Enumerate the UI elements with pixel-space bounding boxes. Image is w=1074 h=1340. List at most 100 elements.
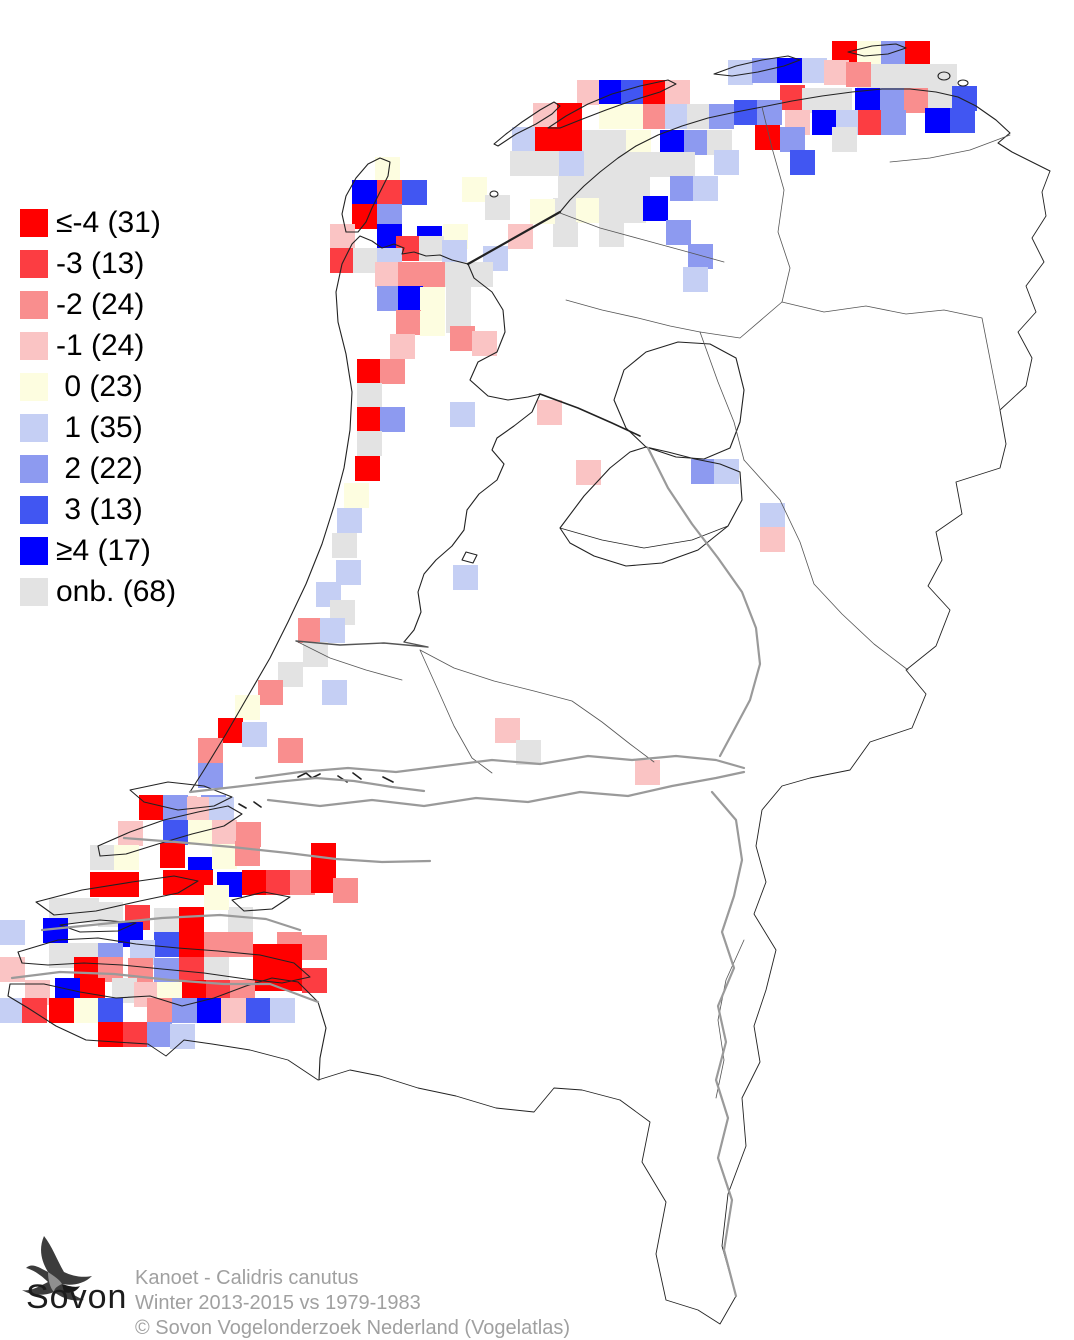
lek-nederrijn xyxy=(254,754,746,780)
atlas-cell xyxy=(881,110,906,135)
legend-label-m2: -2 (24) xyxy=(56,287,145,321)
atlas-cell xyxy=(559,151,584,176)
atlas-cell xyxy=(714,459,739,484)
atlas-cell xyxy=(179,907,204,932)
map-outlines xyxy=(7,43,1051,1325)
atlas-cell xyxy=(553,198,578,223)
atlas-cell xyxy=(472,331,497,356)
atlas-cell xyxy=(445,262,470,287)
atlas-cell xyxy=(357,383,382,408)
coast-wadden xyxy=(559,88,1051,213)
atlas-cell xyxy=(246,998,271,1023)
atlas-cell xyxy=(625,175,650,200)
atlas-cell xyxy=(643,80,668,105)
atlas-cell xyxy=(576,198,601,223)
atlas-cell xyxy=(332,533,357,558)
atlas-cell xyxy=(290,870,315,895)
atlas-cell xyxy=(603,152,628,177)
atlas-cell xyxy=(670,152,695,177)
atlas-cell xyxy=(824,60,849,85)
atlas-cell xyxy=(687,104,712,129)
atlas-cell xyxy=(420,311,445,336)
waal xyxy=(266,770,746,808)
atlas-cell xyxy=(599,198,624,223)
maas-limburg xyxy=(710,790,744,1298)
atlas-cell xyxy=(832,127,857,152)
atlas-cell xyxy=(270,998,295,1023)
atlas-cell xyxy=(204,957,229,982)
atlas-cell xyxy=(557,127,582,152)
atlas-cell xyxy=(907,64,932,89)
legend-item-p1: 1 (35) xyxy=(20,407,176,448)
atlas-cell xyxy=(626,130,651,155)
atlas-cell xyxy=(485,195,510,220)
atlas-cell xyxy=(760,527,785,552)
atlas-cell xyxy=(74,998,99,1023)
atlas-cell xyxy=(204,932,229,957)
atlas-cell xyxy=(355,456,380,481)
legend-swatch-m3 xyxy=(20,249,48,278)
noordzeekanaal xyxy=(295,640,429,648)
atlas-cell xyxy=(442,240,467,265)
atlas-cell xyxy=(643,104,668,129)
legend-label-p1: 1 (35) xyxy=(56,410,143,444)
atlas-cell xyxy=(179,932,204,957)
atlas-cell xyxy=(197,998,222,1023)
legend-item-p3: 3 (13) xyxy=(20,489,176,530)
atlas-cell xyxy=(74,957,99,982)
atlas-cell xyxy=(375,262,400,287)
legend-swatch-z xyxy=(20,372,48,401)
ameland-island xyxy=(713,55,801,77)
atlas-cell xyxy=(683,267,708,292)
legend-label-m3: -3 (13) xyxy=(56,246,145,280)
swallow-icon xyxy=(22,1236,92,1301)
legend-swatch-p3 xyxy=(20,495,48,524)
atlas-cell xyxy=(603,175,628,200)
atlas-cell xyxy=(684,130,709,155)
legend-swatch-m4 xyxy=(20,208,48,237)
caption-species: Kanoet - Calidris canutus xyxy=(135,1267,359,1289)
atlas-cell xyxy=(277,944,302,969)
atlas-cell xyxy=(510,151,535,176)
legend-item-p2: 2 (22) xyxy=(20,448,176,489)
legend-swatch-m1 xyxy=(20,331,48,360)
legend-swatch-p4 xyxy=(20,536,48,565)
atlas-cell xyxy=(147,998,172,1023)
atlas-cell xyxy=(535,127,560,152)
atlas-cell xyxy=(398,262,423,287)
atlas-cell xyxy=(188,820,213,845)
grid-cells-layer xyxy=(0,41,977,1049)
tholen xyxy=(231,891,291,912)
atlas-cell xyxy=(302,935,327,960)
atlas-cell xyxy=(516,740,541,765)
atlas-cell xyxy=(925,108,950,133)
atlas-cell xyxy=(258,680,283,705)
atlas-cell xyxy=(179,957,204,982)
legend-item-z: 0 (23) xyxy=(20,366,176,407)
terschelling-island xyxy=(547,79,677,129)
atlas-cell xyxy=(802,58,827,83)
border-east xyxy=(619,170,1051,1325)
atlas-cell xyxy=(380,359,405,384)
atlas-cell xyxy=(163,870,188,895)
legend-label-p4: ≥4 (17) xyxy=(56,533,151,567)
rottum-islets xyxy=(937,71,969,87)
atlas-cell xyxy=(462,177,487,202)
atlas-cell xyxy=(450,326,475,351)
atlas-cell xyxy=(139,795,164,820)
atlas-cell xyxy=(198,763,223,788)
atlas-cell xyxy=(377,180,402,205)
noord-beveland xyxy=(59,919,137,933)
afsluitdijk-line xyxy=(466,210,562,266)
atlas-cell xyxy=(235,841,260,866)
atlas-cell xyxy=(98,1022,123,1047)
atlas-cell xyxy=(302,968,327,993)
atlas-cell xyxy=(446,286,471,311)
coast-holland xyxy=(189,235,469,793)
atlas-cell xyxy=(49,998,74,1023)
atlas-cell xyxy=(154,908,179,933)
atlas-cell xyxy=(621,80,646,105)
atlas-cell xyxy=(322,680,347,705)
atlas-cell xyxy=(553,222,578,247)
